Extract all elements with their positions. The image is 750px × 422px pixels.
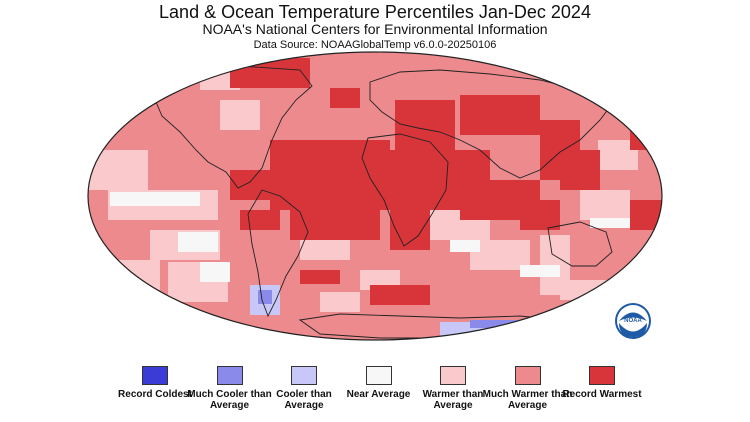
legend-swatch — [589, 366, 615, 385]
legend-item: Near Average — [334, 366, 424, 400]
legend-label: Much Cooler than Average — [187, 389, 272, 411]
map-subtitle: NOAA's National Centers for Environmenta… — [202, 21, 548, 37]
legend-label: Warmer than Average — [422, 389, 484, 411]
legend-label: Record Warmest — [562, 389, 642, 400]
svg-text:NOAA: NOAA — [624, 318, 642, 324]
legend-swatch — [216, 366, 243, 385]
map-title: Land & Ocean Temperature Percentiles Jan… — [159, 2, 591, 22]
legend-swatch — [142, 366, 168, 385]
record-warmest-regions — [230, 58, 662, 305]
data-source: Data Source: NOAAGlobalTemp v6.0.0-20250… — [253, 39, 497, 51]
legend-label: Record Coldest — [118, 389, 192, 400]
map-boundary — [87, 51, 663, 341]
legend-label: Cooler than Average — [276, 389, 332, 411]
legend-swatch — [365, 366, 392, 385]
legend-swatch — [291, 366, 317, 385]
legend-item: Much Cooler than Average — [185, 366, 275, 411]
legend-item: Record Coldest — [110, 366, 200, 400]
noaa-logo: NOAA — [615, 303, 651, 339]
legend-item: Warmer than Average — [408, 366, 498, 411]
legend-swatch — [514, 366, 541, 385]
continent-outlines — [149, 65, 613, 339]
legend-item: Much Warmer than Average — [483, 366, 573, 411]
legend-item: Record Warmest — [557, 366, 647, 400]
legend-swatch — [440, 366, 466, 385]
legend-label: Much Warmer than Average — [482, 389, 573, 411]
legend-item: Cooler than Average — [259, 366, 349, 411]
legend-label: Near Average — [346, 389, 411, 400]
